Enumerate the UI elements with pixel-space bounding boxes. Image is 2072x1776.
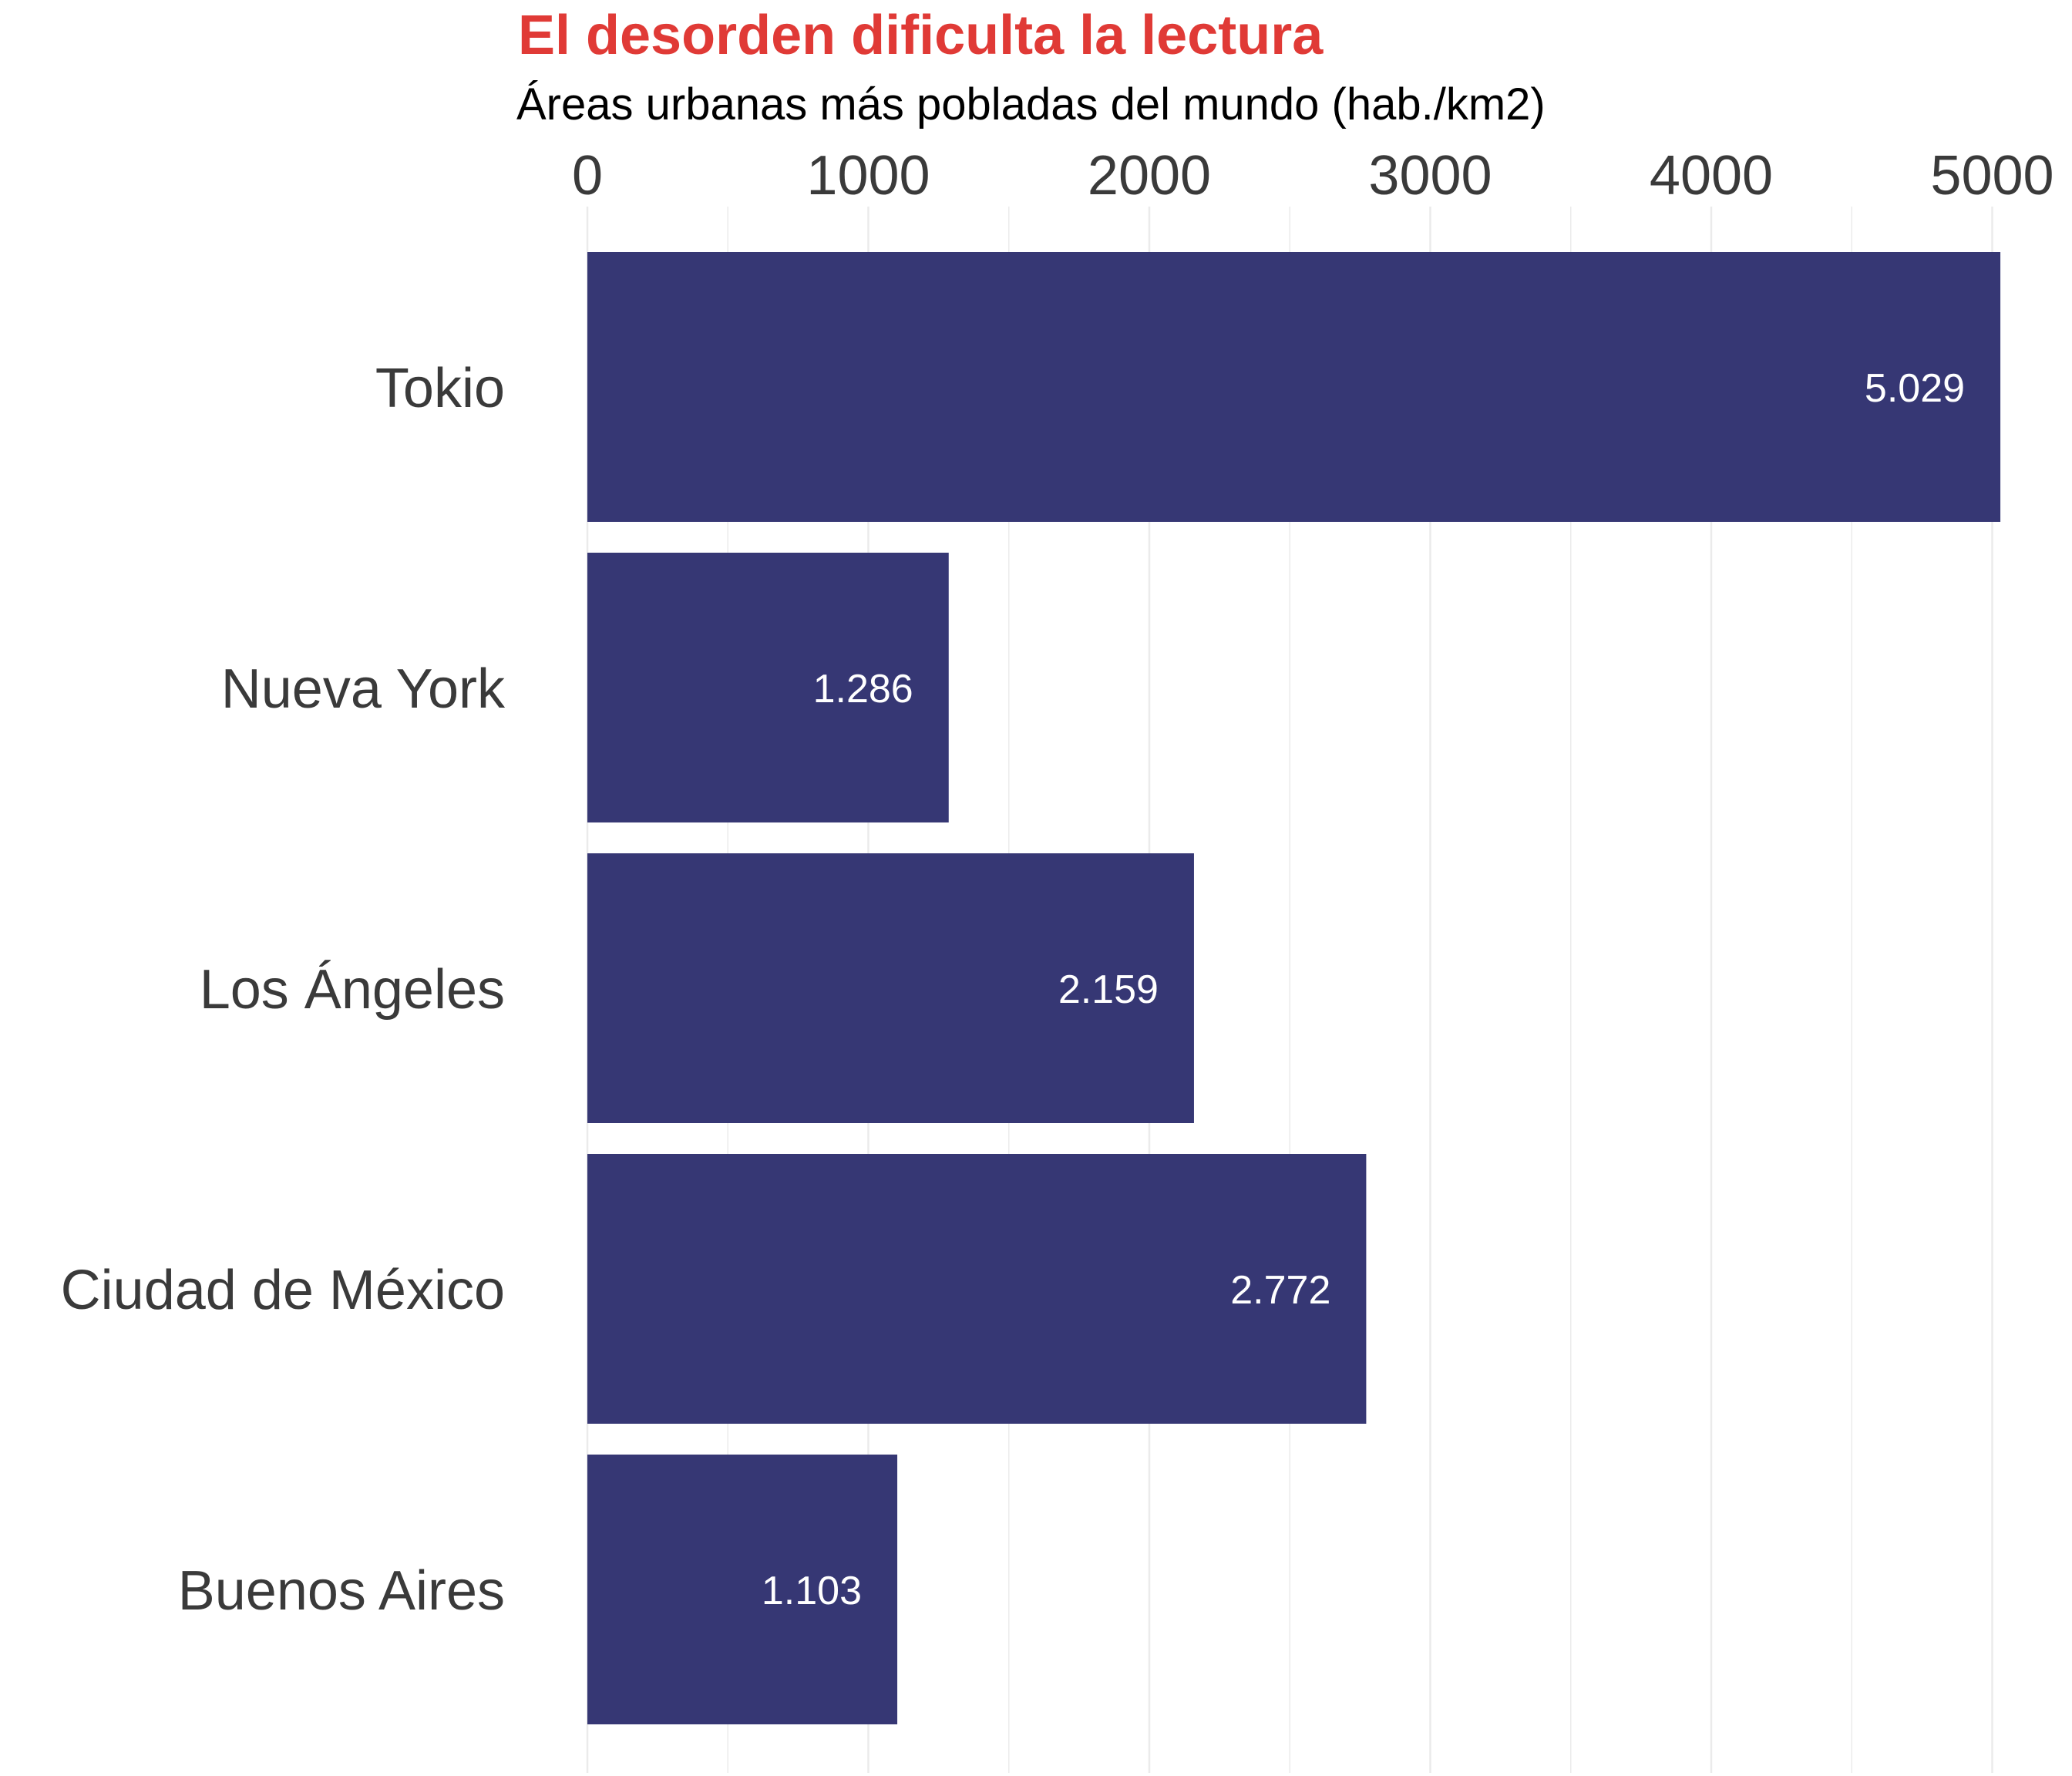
category-label: Ciudad de México (61, 1260, 505, 1321)
category-label: Buenos Aires (178, 1560, 505, 1622)
data-label: 1.103 (762, 1569, 862, 1613)
bar (587, 553, 949, 822)
x-tick-label: 3000 (1368, 145, 1492, 207)
category-label: Nueva York (221, 658, 506, 720)
x-tick-label: 2000 (1088, 145, 1211, 207)
bar (587, 1455, 898, 1724)
chart-subtitle: Áreas urbanas más pobladas del mundo (ha… (516, 79, 1546, 130)
x-tick-label: 5000 (1930, 145, 2054, 207)
bar (587, 853, 1194, 1123)
category-label: Los Ángeles (200, 959, 505, 1021)
data-label: 5.029 (1865, 366, 1965, 411)
data-label: 1.286 (813, 667, 913, 711)
x-axis-ticks: 0 1000 2000 3000 4000 5000 (572, 145, 2054, 207)
bar (587, 1154, 1367, 1424)
category-labels: Tokio Nueva York Los Ángeles Ciudad de Méxi… (61, 358, 506, 1622)
x-tick-label: 1000 (806, 145, 930, 207)
bar (587, 252, 2001, 522)
chart-title: El desorden dificulta la lectura (518, 5, 1324, 66)
x-tick-label: 4000 (1650, 145, 1773, 207)
data-label: 2.159 (1058, 967, 1159, 1012)
data-label: 2.772 (1230, 1268, 1330, 1313)
x-tick-label: 0 (572, 145, 603, 207)
data-labels: 5.029 1.286 2.159 2.772 1.103 (762, 366, 1965, 1613)
category-label: Tokio (375, 358, 505, 419)
bars (587, 252, 2001, 1724)
